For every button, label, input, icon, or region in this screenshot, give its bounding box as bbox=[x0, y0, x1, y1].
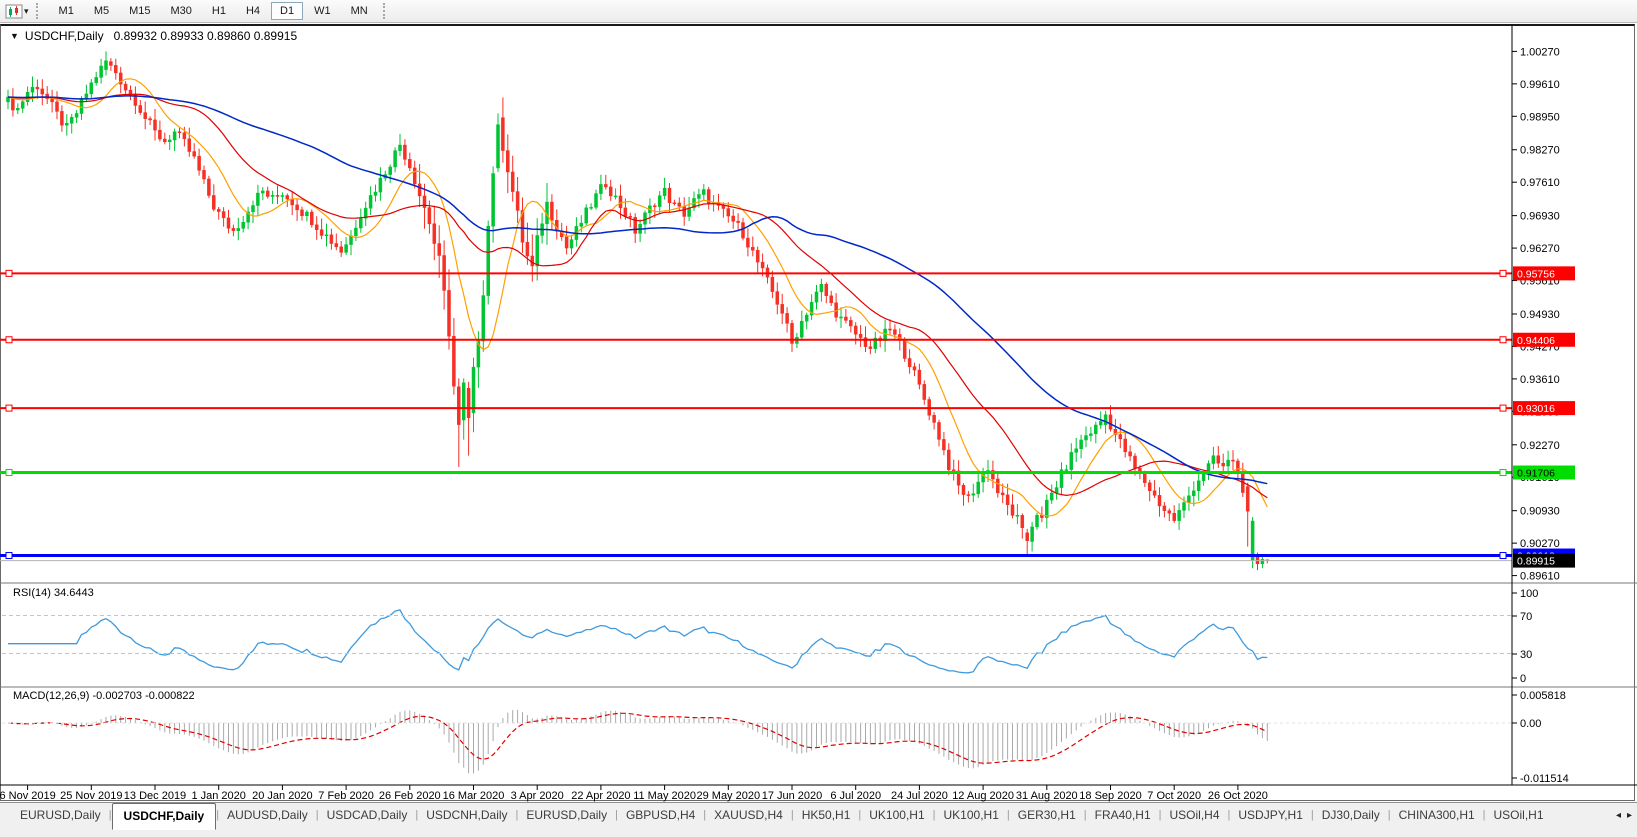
tab-separator: | bbox=[1158, 809, 1162, 821]
timeframe-button-d1[interactable]: D1 bbox=[271, 2, 304, 20]
macd-name: MACD(12,26,9) bbox=[13, 690, 90, 702]
chart-tab-china300-h1[interactable]: CHINA300,H1 bbox=[1398, 808, 1475, 822]
timeframe-button-h4[interactable]: H4 bbox=[245, 5, 261, 17]
chart-tab-hk50-h1[interactable]: HK50,H1 bbox=[801, 808, 851, 822]
tab-separator: | bbox=[216, 809, 220, 821]
chart-tabs: EURUSD,Daily | USDCHF,Daily | AUDUSD,Daily | U… bbox=[12, 803, 1552, 830]
tab-separator: | bbox=[932, 809, 936, 821]
chart-symbol-label: USDCHF,Daily bbox=[24, 29, 104, 43]
chart-tab-usoil-h4[interactable]: USOil,H4 bbox=[1169, 808, 1220, 822]
toolbar-grip bbox=[35, 3, 42, 19]
chart-tab-uk100-h1[interactable]: UK100,H1 bbox=[943, 808, 999, 822]
tab-separator: | bbox=[1006, 809, 1010, 821]
chart-tab-usoil-h1[interactable]: USOil,H1 bbox=[1493, 808, 1544, 822]
chart-tab-usdcad-daily[interactable]: USDCAD,Daily bbox=[326, 808, 408, 822]
chart-ohlc-values: 0.89932 0.89933 0.89860 0.89915 bbox=[113, 29, 298, 43]
tab-separator: | bbox=[703, 809, 707, 821]
rsi-name: RSI(14) bbox=[13, 587, 51, 599]
chart-tab-ger30-h1[interactable]: GER30,H1 bbox=[1017, 808, 1076, 822]
chart-tab-eurusd-daily[interactable]: EURUSD,Daily bbox=[526, 808, 608, 822]
chart-type-dropdown-icon[interactable]: ▾ bbox=[24, 5, 29, 16]
chart-tab-usdchf-daily[interactable]: USDCHF,Daily bbox=[111, 803, 217, 830]
tab-separator: | bbox=[515, 809, 519, 821]
chart-tab-dj30-daily[interactable]: DJ30,Daily bbox=[1321, 808, 1380, 822]
rsi-label: RSI(14) 34.6443 bbox=[13, 587, 94, 599]
timeframe-button-m5[interactable]: M5 bbox=[93, 5, 110, 17]
chart-tab-audusd-daily[interactable]: AUDUSD,Daily bbox=[227, 808, 308, 822]
rsi-value: 34.6443 bbox=[53, 587, 94, 599]
macd-values: -0.002703 -0.000822 bbox=[92, 690, 195, 702]
timeframe-button-mn[interactable]: MN bbox=[350, 5, 368, 17]
tab-separator: | bbox=[108, 809, 112, 821]
tab-separator: | bbox=[1227, 809, 1231, 821]
tabs-scroll-left-icon[interactable]: ◂ bbox=[1615, 810, 1621, 821]
toolbar: ▾ M1 M5 M15 M30 H1 H4 D1 W1 MN bbox=[0, 0, 1637, 23]
toolbar-grip-2 bbox=[382, 3, 389, 19]
chart-tab-gbpusd-h4[interactable]: GBPUSD,H4 bbox=[625, 808, 696, 822]
chart-tab-uk100-h1[interactable]: UK100,H1 bbox=[869, 808, 925, 822]
chart-title: ▼ USDCHF,Daily 0.89932 0.89933 0.89860 0… bbox=[10, 29, 297, 43]
chart-tab-eurusd-daily[interactable]: EURUSD,Daily bbox=[20, 808, 101, 822]
chart-type-icon[interactable] bbox=[4, 3, 24, 19]
chart-tab-fra40-h1[interactable]: FRA40,H1 bbox=[1094, 808, 1151, 822]
timeframe-button-m30[interactable]: M30 bbox=[170, 5, 192, 17]
tab-separator: | bbox=[1482, 809, 1486, 821]
tab-bar: EURUSD,Daily | USDCHF,Daily | AUDUSD,Daily | U… bbox=[0, 802, 1637, 837]
chart-tab-usdjpy-h1[interactable]: USDJPY,H1 bbox=[1238, 808, 1303, 822]
tab-separator: | bbox=[1083, 809, 1087, 821]
timeframe-button-w1[interactable]: W1 bbox=[314, 5, 331, 17]
chart-tab-usdcnh-daily[interactable]: USDCNH,Daily bbox=[426, 808, 508, 822]
tab-separator: | bbox=[1310, 809, 1314, 821]
collapse-triangle-icon[interactable]: ▼ bbox=[10, 31, 19, 41]
tabs-scroll-right-icon[interactable]: ▸ bbox=[1626, 810, 1632, 821]
chart-window bbox=[0, 24, 1635, 801]
tab-separator: | bbox=[315, 809, 319, 821]
timeframe-button-h1[interactable]: H1 bbox=[211, 5, 226, 17]
macd-label: MACD(12,26,9) -0.002703 -0.000822 bbox=[13, 690, 195, 702]
tab-separator: | bbox=[1387, 809, 1391, 821]
tab-scroll-arrows: ◂ ▸ bbox=[1616, 810, 1632, 821]
tab-separator: | bbox=[790, 809, 794, 821]
timeframe-buttons: M1 M5 M15 M30 H1 H4 D1 W1 MN bbox=[49, 2, 378, 20]
timeframe-button-m1[interactable]: M1 bbox=[58, 5, 74, 17]
tab-separator: | bbox=[858, 809, 862, 821]
tab-separator: | bbox=[415, 809, 419, 821]
tab-separator: | bbox=[615, 809, 618, 821]
timeframe-button-m15[interactable]: M15 bbox=[129, 5, 151, 17]
chart-tab-xauusd-h4[interactable]: XAUUSD,H4 bbox=[714, 808, 783, 822]
